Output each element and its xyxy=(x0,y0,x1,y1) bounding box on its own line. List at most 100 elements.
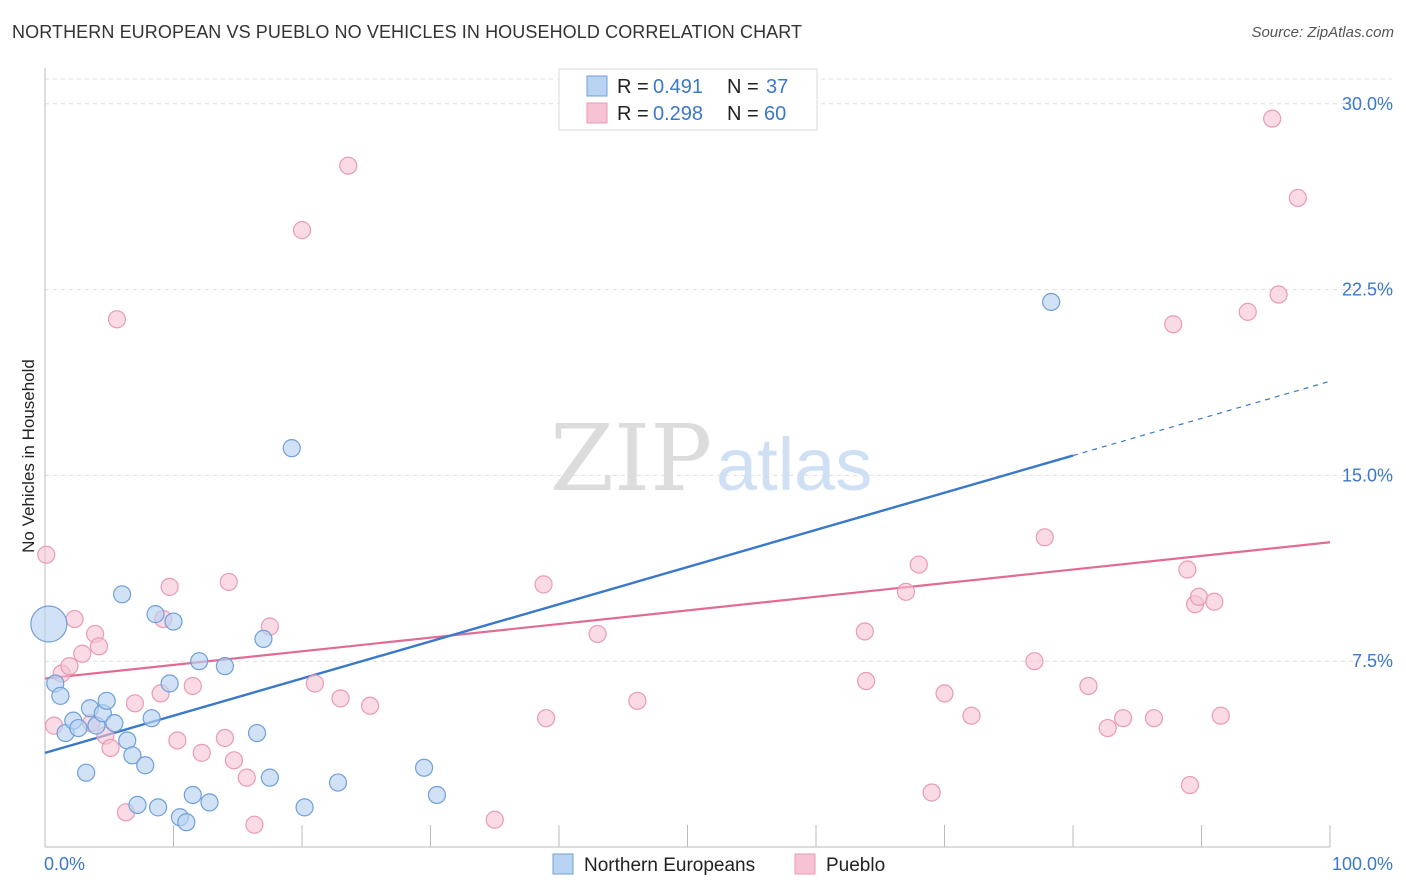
trend-lines xyxy=(44,380,1331,755)
legend-n-label-pink: N = xyxy=(727,103,759,125)
northern-european-point-24 xyxy=(183,785,202,805)
pueblo-point-27 xyxy=(305,674,324,693)
pueblo-point-39 xyxy=(909,555,928,574)
pueblo-point-36 xyxy=(855,622,874,641)
pueblo-point-26 xyxy=(292,221,312,240)
northern-european-point-0 xyxy=(30,605,68,643)
pueblo-point-54 xyxy=(1205,592,1224,611)
northern-european-point-29 xyxy=(254,629,273,648)
pueblo-point-47 xyxy=(1114,709,1133,728)
pueblo-point-53 xyxy=(1189,587,1209,606)
pueblo-point-55 xyxy=(1211,706,1230,725)
pueblo-point-42 xyxy=(962,706,981,725)
northern-european-points xyxy=(30,292,1061,832)
y-tick-label-0: 7.5% xyxy=(1352,651,1393,671)
northern-european-point-21 xyxy=(164,612,183,631)
pueblo-point-31 xyxy=(485,810,504,829)
pueblo-point-38 xyxy=(896,582,916,601)
series-legend-label-blue: Northern Europeans xyxy=(584,855,755,876)
pueblo-point-34 xyxy=(588,624,607,644)
pueblo-point-33 xyxy=(537,709,556,728)
source-label: Source: ZipAtlas.com xyxy=(1251,24,1394,41)
tick-labels: 7.5% 15.0% 22.5% 30.0% 0.0% 100.0% xyxy=(44,94,1393,874)
northern-european-point-34 xyxy=(414,758,434,777)
y-tick-label-1: 15.0% xyxy=(1342,465,1393,485)
pueblo-point-17 xyxy=(168,731,187,750)
pueblo-point-19 xyxy=(192,743,211,762)
pueblo-point-4 xyxy=(65,609,84,629)
pueblo-point-48 xyxy=(1144,709,1164,728)
pueblo-point-13 xyxy=(125,694,145,713)
legend-swatch-pink xyxy=(586,102,608,124)
northern-european-point-14 xyxy=(123,746,142,765)
pueblo-point-41 xyxy=(935,684,954,703)
northern-european-point-26 xyxy=(200,793,219,812)
pueblo-point-40 xyxy=(922,783,941,802)
series-legend-label-pink: Pueblo xyxy=(826,855,885,876)
northern-european-point-11 xyxy=(105,714,124,733)
pueblo-point-29 xyxy=(339,156,358,175)
pueblo-point-11 xyxy=(107,310,127,329)
pueblo-point-18 xyxy=(183,676,202,696)
pueblo-trend-line xyxy=(44,541,1331,680)
northern-european-point-15 xyxy=(128,795,147,814)
y-tick-label-2: 22.5% xyxy=(1342,280,1393,300)
northern-european-point-18 xyxy=(148,798,168,817)
northern-european-point-36 xyxy=(1042,292,1061,312)
pueblo-point-20 xyxy=(215,728,234,748)
pueblo-point-3 xyxy=(60,657,79,676)
pueblo-point-8 xyxy=(89,637,109,656)
pueblo-point-16 xyxy=(160,577,179,596)
northern-european-point-6 xyxy=(77,763,96,782)
northern-european-point-31 xyxy=(282,439,301,458)
legend-r-value-blue: 0.491 xyxy=(653,76,703,98)
pueblo-point-51 xyxy=(1180,775,1200,795)
pueblo-point-10 xyxy=(101,738,120,758)
pueblo-point-58 xyxy=(1269,285,1288,304)
legend-n-value-pink: 60 xyxy=(764,103,786,125)
chart-title: NORTHERN EUROPEAN VS PUEBLO NO VEHICLES … xyxy=(12,22,803,42)
northern-european-trend-line xyxy=(44,454,1074,755)
legend-r-label-pink: R = xyxy=(617,103,649,125)
legend-r-value-pink: 0.298 xyxy=(653,103,703,125)
axes xyxy=(44,68,1331,848)
pueblo-point-0 xyxy=(37,545,56,564)
northern-european-point-2 xyxy=(51,686,70,705)
northern-european-point-17 xyxy=(142,709,161,728)
pueblo-point-45 xyxy=(1079,676,1098,696)
x-tick-label-max: 100.0% xyxy=(1332,854,1393,874)
northern-european-point-10 xyxy=(97,691,116,710)
pueblo-point-30 xyxy=(361,696,380,715)
y-tick-label-3: 30.0% xyxy=(1342,94,1393,114)
pueblo-point-44 xyxy=(1035,528,1054,547)
y-axis-title: No Vehicles in Household xyxy=(19,359,38,553)
pueblo-point-32 xyxy=(534,575,553,594)
pueblo-point-50 xyxy=(1178,560,1197,579)
northern-european-point-33 xyxy=(328,773,348,792)
legend-swatch-blue xyxy=(586,75,608,97)
northern-european-point-25 xyxy=(190,652,209,671)
pueblo-point-35 xyxy=(628,691,647,710)
northern-european-point-35 xyxy=(427,785,447,805)
pueblo-point-21 xyxy=(219,572,238,592)
pueblo-points xyxy=(37,109,1307,834)
pueblo-point-57 xyxy=(1263,109,1282,128)
pueblo-point-22 xyxy=(224,751,243,770)
legend-n-label-blue: N = xyxy=(727,76,759,98)
northern-european-point-12 xyxy=(112,585,132,604)
northern-european-point-5 xyxy=(69,718,88,738)
series-legend-swatch-pink xyxy=(794,853,816,875)
northern-european-point-28 xyxy=(247,723,267,743)
northern-european-point-30 xyxy=(260,768,279,787)
legend-r-label-blue: R = xyxy=(617,76,649,98)
northern-european-point-16 xyxy=(136,756,155,775)
pueblo-point-56 xyxy=(1238,302,1257,321)
correlation-legend: R = 0.491 N = 37 R = 0.298 N = 60 xyxy=(558,68,818,131)
pueblo-point-28 xyxy=(331,689,350,708)
northern-european-point-19 xyxy=(146,605,165,624)
pueblo-point-49 xyxy=(1164,315,1183,334)
watermark-atlas: atlas xyxy=(716,423,872,506)
pueblo-point-24 xyxy=(245,815,264,834)
northern-european-point-32 xyxy=(295,798,314,817)
